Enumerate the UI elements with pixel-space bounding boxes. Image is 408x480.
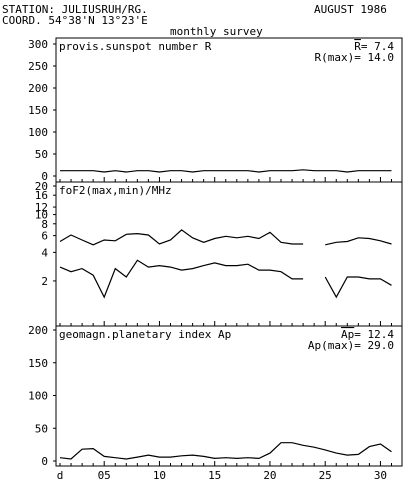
y-tick-label: 150 xyxy=(28,357,48,370)
y-tick-label: 6 xyxy=(41,230,48,243)
x-tick-label: 20 xyxy=(263,469,276,480)
x-tick-label: 25 xyxy=(319,469,332,480)
series-line xyxy=(60,169,392,173)
y-tick-label: 16 xyxy=(35,189,48,202)
sunspot-panel: 300 250 200 150 100 50 0 provis.sunspot number … xyxy=(28,37,403,183)
station-label: STATION: JULIUSRUH/RG. xyxy=(2,3,148,16)
stat-label: Ap= 12.4 xyxy=(341,328,394,341)
y-tick-label: 50 xyxy=(35,148,48,161)
x-tick-label: 15 xyxy=(208,469,221,480)
survey-label: monthly survey xyxy=(170,25,263,38)
y-tick-label: 100 xyxy=(28,126,48,139)
y-tick-label: 150 xyxy=(28,104,48,117)
panel-title: geomagn.planetary index Ap xyxy=(59,328,231,341)
x-tick-label: 10 xyxy=(153,469,166,480)
y-tick-label: 8 xyxy=(41,218,48,231)
y-tick-label: 2 xyxy=(41,275,48,288)
y-tick-label: 300 xyxy=(28,38,48,51)
y-tick-label: 4 xyxy=(41,246,48,259)
y-tick-label: 20 xyxy=(35,180,48,193)
y-tick-label: 10 xyxy=(35,209,48,222)
stat-label: R(max)= 14.0 xyxy=(315,51,395,64)
series-line xyxy=(59,229,392,246)
x-tick-label: 05 xyxy=(98,469,111,480)
date-label: AUGUST 1986 xyxy=(314,3,387,16)
stat-label: R= 7.4 xyxy=(354,40,394,53)
series-line xyxy=(59,259,392,299)
y-tick-label: 200 xyxy=(28,324,48,337)
panel-title: foF2(max,min)/MHz xyxy=(59,184,172,197)
ap-index-panel: 200 150 100 50 0 geomagn.planetary index Ap Ap… xyxy=(28,324,403,468)
x-tick-label: 30 xyxy=(374,469,387,480)
panel-title: provis.sunspot number R xyxy=(59,40,212,53)
y-tick-label: 200 xyxy=(28,82,48,95)
y-tick-label: 100 xyxy=(28,390,48,403)
x-tick-label: d xyxy=(57,469,64,480)
x-axis: d 05 10 15 20 25 30 xyxy=(57,469,387,480)
panel-frame xyxy=(55,181,403,327)
coordinates-label: COORD. 54°38'N 13°23'E xyxy=(2,14,148,27)
stat-label: Ap(max)= 29.0 xyxy=(308,339,394,352)
y-tick-label: 250 xyxy=(28,60,48,73)
y-tick-label: 0 xyxy=(41,455,48,468)
y-tick-label: 12 xyxy=(35,201,48,214)
y-tick-label: 50 xyxy=(35,422,48,435)
series-line xyxy=(59,442,392,460)
y-tick-label: 0 xyxy=(41,170,48,183)
